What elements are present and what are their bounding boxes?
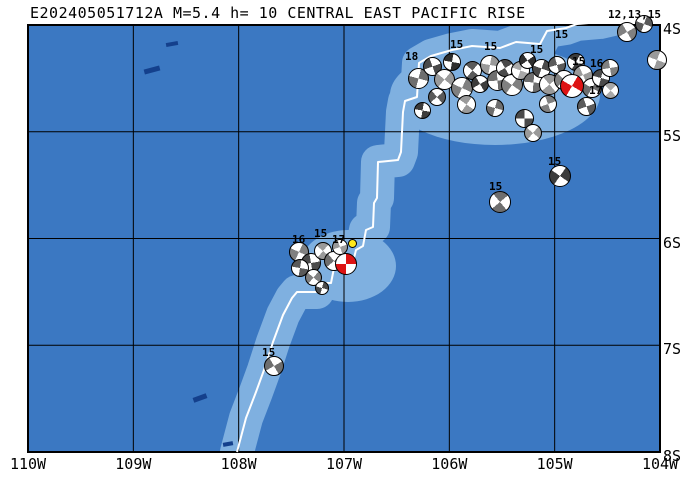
depth-label: 17 [589,84,603,97]
y-tick-label: 5S [663,126,682,145]
seafloor-feature [192,393,208,403]
plot-title: E202405051712A M=5.4 h= 10 CENTRAL EAST … [30,4,526,22]
map-frame [27,24,661,453]
depth-label: 15 [484,40,498,53]
depth-label: 15 [314,227,328,240]
focal-mechanism [489,191,511,213]
depth-label: 16 [590,57,604,70]
focal-mechanism [413,101,431,119]
focal-mechanism [617,22,637,42]
focal-mechanism [635,15,653,33]
seafloor-feature [165,40,179,48]
seafloor-feature [143,65,161,75]
depth-label: 15 [530,43,544,56]
focal-mechanism [486,99,504,117]
depth-label: 15 [572,55,586,68]
x-tick-label: 110W [9,455,47,473]
x-tick-label: 106W [431,455,468,473]
y-tick-label: 6S [663,233,682,252]
plate-boundary-line [236,5,646,453]
focal-mechanism [601,59,619,77]
depth-label: 15 [450,38,464,51]
depth-label: 12,13,15 [608,8,661,21]
focal-mechanism [549,165,571,187]
depth-label: 15 [555,28,569,41]
depth-label: 15 [489,180,503,193]
depth-label: 16 [292,233,306,246]
x-tick-label: 109W [115,455,152,473]
latitude-axis: 4S 5S 6S 7S 8S [663,0,689,481]
x-tick-label: 105W [536,455,573,473]
x-tick-label: 108W [220,455,257,473]
x-tick-label: 107W [325,455,363,473]
highlighted-focal-mechanism [335,253,357,275]
focal-mechanism [264,356,284,376]
focal-mechanism [601,81,619,99]
depth-label: 18 [405,50,419,63]
y-tick-label: 8S [663,447,682,465]
focal-mechanism [428,88,446,106]
focal-mechanism [647,50,667,70]
seafloor-feature [222,441,234,447]
depth-label: 15 [262,346,276,359]
focal-mechanism [407,67,429,89]
focal-mechanism [576,96,596,116]
x-tick-label: 104W [641,455,679,473]
focal-mechanism [514,108,534,128]
focal-mechanism [291,259,309,277]
focal-mechanism [456,94,476,114]
focal-mechanism [539,95,557,113]
focal-mechanism [315,281,329,295]
y-tick-label: 4S [663,20,682,38]
depth-label: 17 [332,233,346,246]
focal-mechanism [443,53,461,71]
event-marker-dot [347,238,357,248]
depth-label: 15 [548,155,562,168]
focal-mechanism [524,124,542,142]
y-tick-label: 7S [663,340,682,359]
focal-mechanism [332,239,348,255]
longitude-axis: 110W 109W 108W 107W 106W 105W 104W [0,455,689,477]
highlighted-focal-mechanism [560,74,584,98]
